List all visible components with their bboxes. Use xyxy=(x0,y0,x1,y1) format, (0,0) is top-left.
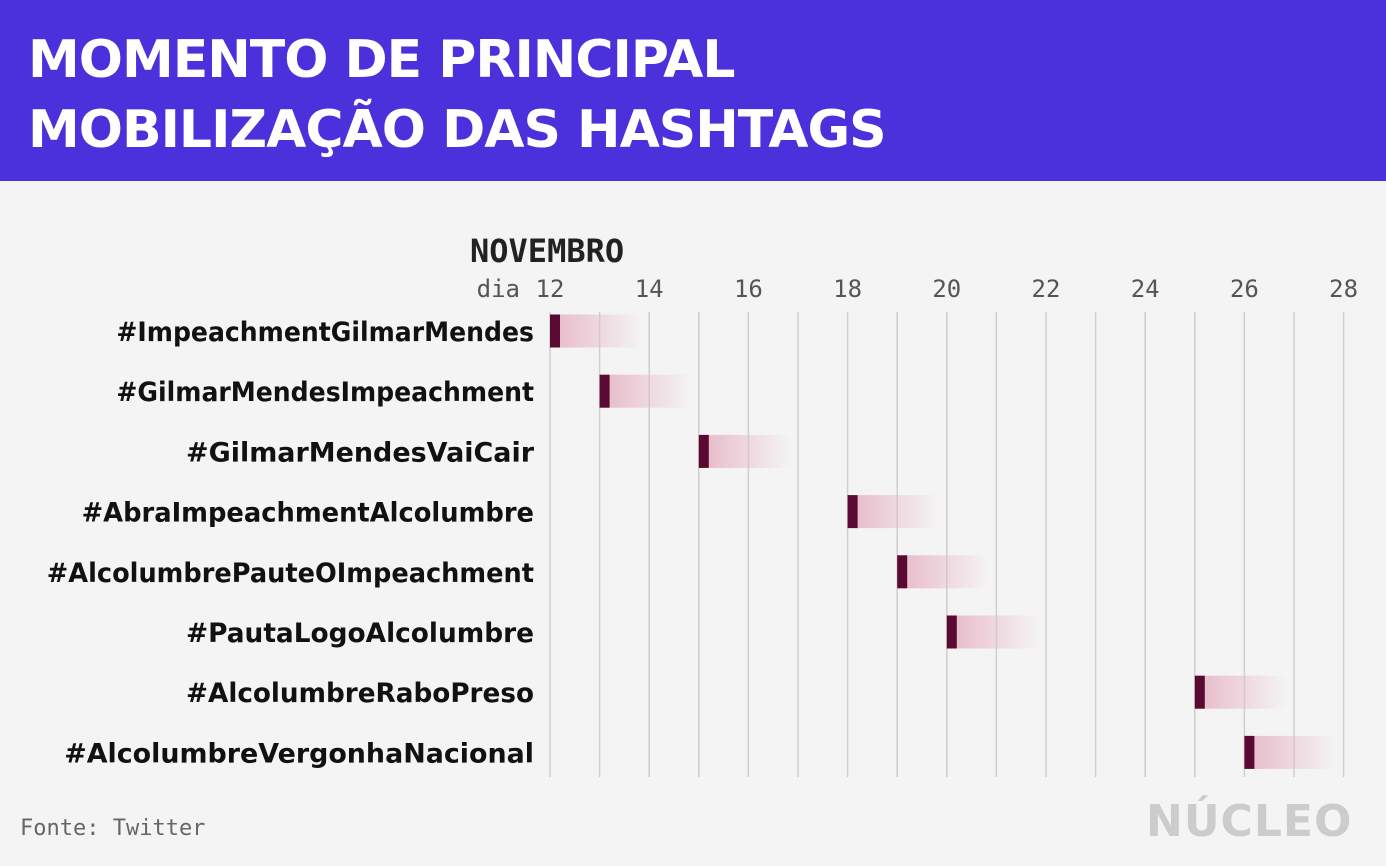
hashtag-label: #GilmarMendesVaiCair xyxy=(186,437,535,468)
hashtag-label: #AlcolumbreRaboPreso xyxy=(186,678,534,709)
x-tick-label: 18 xyxy=(833,275,862,303)
peak-fade-bar xyxy=(698,434,791,468)
chart-area: #ImpeachmentGilmarMendes #GilmarMendesImp… xyxy=(0,181,1386,866)
hashtag-label: #AlcolumbrePauteOImpeachment xyxy=(47,558,534,589)
x-axis-prefix: dia xyxy=(477,275,520,303)
peak-fade-bar xyxy=(847,495,940,529)
peak-fade-bar xyxy=(1244,735,1337,769)
x-tick-label: 26 xyxy=(1230,275,1259,303)
source-note: Fonte: Twitter xyxy=(20,816,206,841)
peak-marker xyxy=(599,374,610,408)
x-tick-label: 14 xyxy=(635,275,664,303)
peak-marker xyxy=(698,434,709,468)
x-tick-label: 20 xyxy=(932,275,961,303)
peak-marker xyxy=(946,615,957,649)
title-banner: MOMENTO DE PRINCIPAL MOBILIZAÇÃO DAS HAS… xyxy=(0,0,1386,181)
peak-marker xyxy=(550,314,560,348)
peak-fade-bar xyxy=(897,555,990,589)
x-tick-label: 22 xyxy=(1032,275,1061,303)
x-tick-label: 12 xyxy=(536,275,565,303)
hashtag-label: #AbraImpeachmentAlcolumbre xyxy=(82,498,534,529)
peak-fade-bar xyxy=(946,615,1039,649)
x-tick-label: 28 xyxy=(1329,275,1358,303)
peak-fade-bar xyxy=(550,314,642,348)
hashtag-label: #PautaLogoAlcolumbre xyxy=(186,618,534,649)
peak-marker xyxy=(1244,735,1255,769)
hashtag-label: #GilmarMendesImpeachment xyxy=(116,377,534,408)
timeline-chart: #ImpeachmentGilmarMendes #GilmarMendesImp… xyxy=(47,232,1358,777)
title-line-2: MOBILIZAÇÃO DAS HASHTAGS xyxy=(28,100,887,160)
nucleo-logo: NÚCLEO xyxy=(1146,796,1353,847)
peak-fade-bar xyxy=(1194,675,1287,709)
title-line-1: MOMENTO DE PRINCIPAL xyxy=(28,30,736,90)
peak-fade-bar xyxy=(599,374,692,408)
x-tick-label: 24 xyxy=(1131,275,1160,303)
hashtag-label: #AlcolumbreVergonhaNacional xyxy=(64,738,534,769)
peak-marker xyxy=(847,495,858,529)
hashtag-label: #ImpeachmentGilmarMendes xyxy=(116,317,534,348)
month-label: NOVEMBRO xyxy=(470,232,624,270)
peak-marker xyxy=(1194,675,1205,709)
x-tick-label: 16 xyxy=(734,275,763,303)
peak-marker xyxy=(897,555,908,589)
